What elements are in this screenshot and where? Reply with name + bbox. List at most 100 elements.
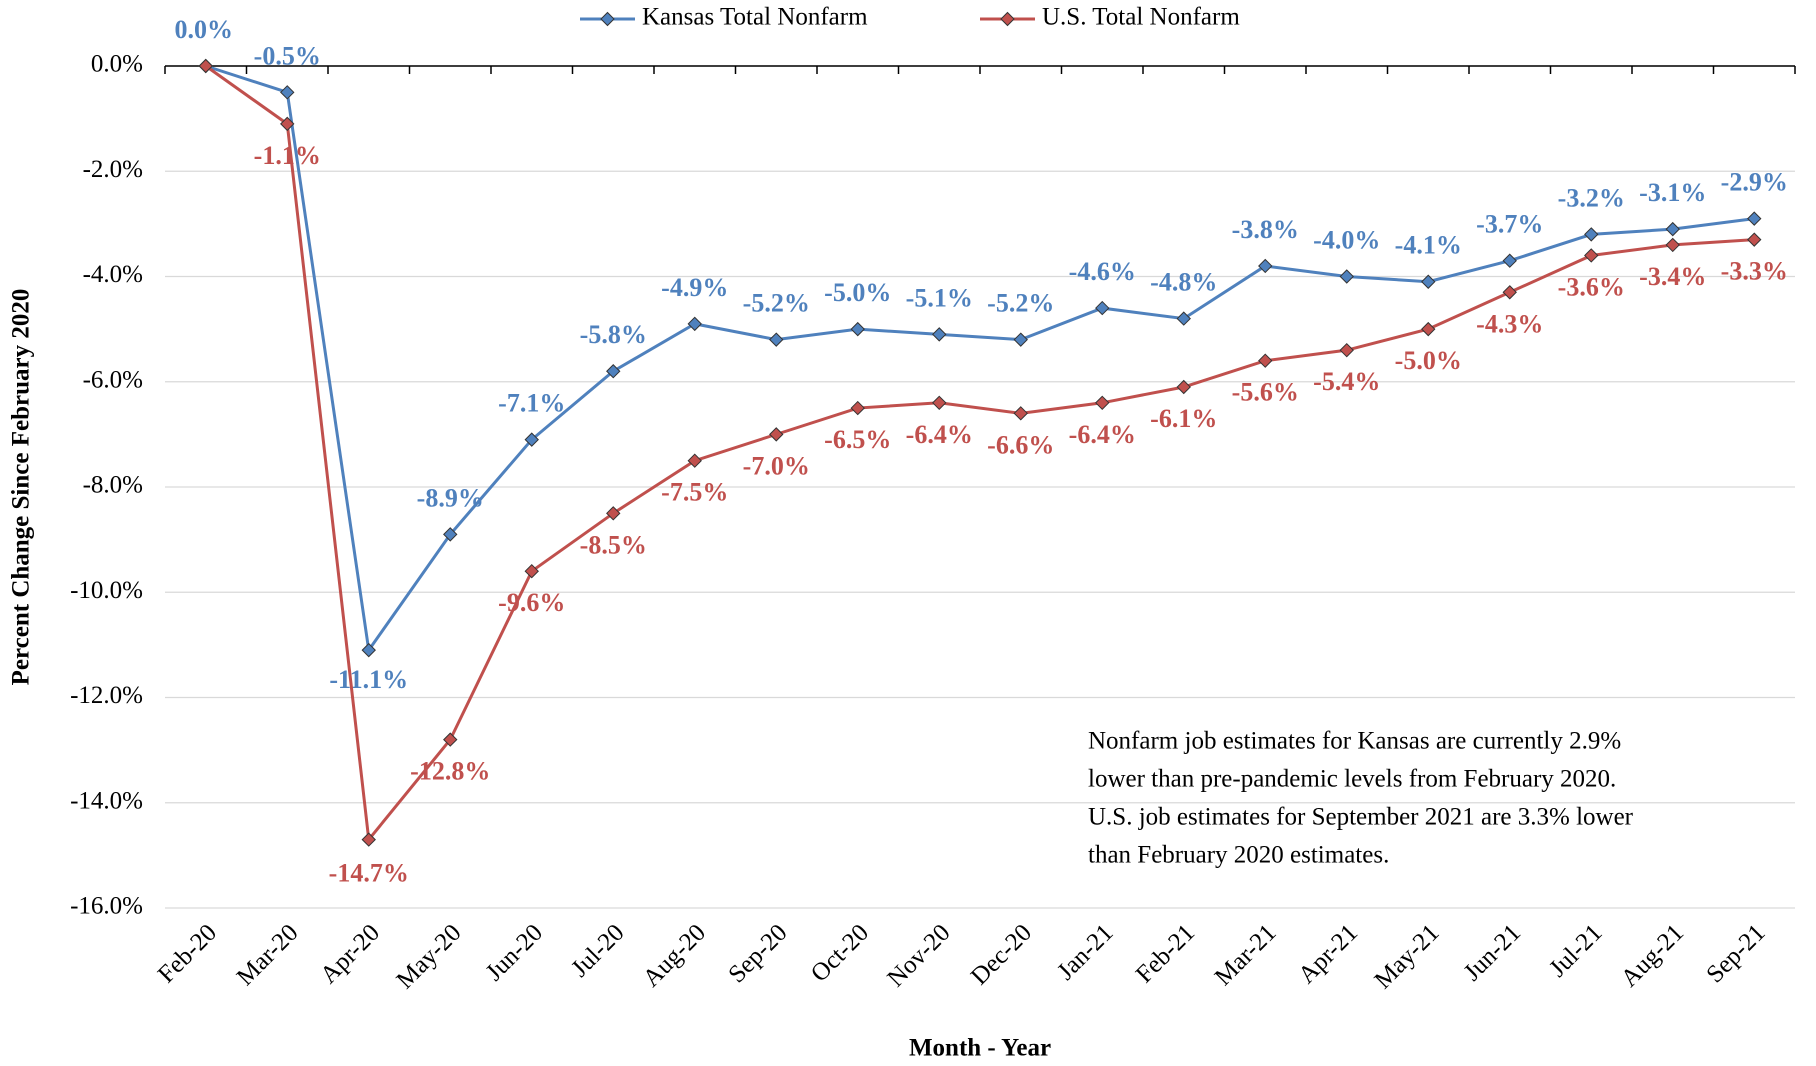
- y-tick-label: -12.0%: [70, 682, 143, 709]
- marker: [361, 832, 376, 847]
- marker: [606, 364, 621, 379]
- series-line: [205, 64, 1755, 655]
- annotation: U.S. job estimates for September 2021 ar…: [1088, 804, 1634, 831]
- x-tick-label: Apr-20: [315, 919, 385, 989]
- x-tick-label: Aug-20: [638, 919, 711, 992]
- series-line: [204, 64, 1755, 844]
- marker: [932, 327, 947, 342]
- marker: [1502, 285, 1517, 300]
- data-label: -3.3%: [1721, 257, 1788, 286]
- x-tick-label: May-20: [391, 919, 466, 994]
- marker: [932, 395, 947, 411]
- marker: [769, 427, 784, 442]
- data-label: -1.1%: [254, 141, 321, 170]
- data-label: -8.5%: [580, 530, 647, 559]
- x-tick-label: Nov-20: [882, 919, 955, 992]
- data-label: -6.6%: [987, 430, 1054, 459]
- y-tick-label: -4.0%: [83, 261, 143, 288]
- marker: [1421, 321, 1436, 337]
- marker: [1747, 211, 1762, 226]
- marker: [524, 563, 539, 579]
- marker: [1665, 237, 1680, 253]
- marker: [1584, 248, 1599, 263]
- x-tick-label: Sep-21: [1701, 919, 1770, 988]
- data-label: -6.4%: [906, 420, 973, 449]
- x-tick-label: May-21: [1369, 919, 1444, 994]
- x-tick-label: Jan-21: [1052, 919, 1118, 985]
- marker: [1339, 269, 1354, 284]
- marker: [1584, 227, 1599, 242]
- data-label: -5.0%: [824, 278, 891, 307]
- data-label: -6.4%: [1069, 420, 1136, 449]
- marker: [280, 85, 295, 100]
- data-label: -4.8%: [1150, 268, 1217, 297]
- y-tick-label: -6.0%: [83, 366, 143, 393]
- data-label: -3.4%: [1639, 262, 1706, 291]
- legend-label: Kansas Total Nonfarm: [642, 4, 868, 31]
- data-label: -12.8%: [410, 757, 490, 786]
- marker: [1095, 395, 1110, 411]
- data-label: -5.2%: [987, 289, 1054, 318]
- marker: [1747, 232, 1762, 247]
- data-label: -5.0%: [1395, 346, 1462, 375]
- marker: [687, 453, 702, 468]
- data-label: -7.0%: [743, 451, 810, 480]
- y-tick-label: -14.0%: [70, 787, 143, 814]
- x-tick-label: Feb-21: [1131, 919, 1200, 988]
- y-tick-label: -16.0%: [70, 893, 143, 920]
- marker: [1421, 274, 1436, 289]
- data-label: -3.8%: [1232, 215, 1299, 244]
- data-label: -7.5%: [661, 478, 728, 507]
- data-label: -11.1%: [329, 665, 408, 694]
- legend-marker: [600, 11, 615, 27]
- data-label: -4.0%: [1313, 225, 1380, 254]
- x-tick-label: Jul-20: [566, 919, 629, 982]
- marker: [1095, 300, 1110, 316]
- marker: [1176, 379, 1191, 395]
- x-tick-label: Mar-20: [232, 919, 304, 991]
- data-label: -4.1%: [1395, 231, 1462, 260]
- x-tick-label: Apr-21: [1293, 919, 1363, 989]
- marker: [198, 58, 213, 74]
- y-tick-label: -10.0%: [70, 577, 143, 604]
- y-tick-label: 0.0%: [91, 51, 143, 78]
- data-label: -5.2%: [743, 289, 810, 318]
- marker: [1258, 258, 1273, 274]
- data-label: -14.7%: [329, 859, 409, 888]
- marker: [769, 332, 784, 347]
- legend-marker: [1000, 11, 1015, 27]
- x-tick-label: Jul-21: [1544, 919, 1607, 982]
- marker: [280, 116, 295, 132]
- y-axis-title: Percent Change Since February 2020: [8, 289, 35, 686]
- marker: [850, 400, 865, 416]
- data-label: 0.0%: [175, 15, 234, 44]
- x-axis-title: Month - Year: [909, 1035, 1051, 1062]
- x-tick-label: Oct-20: [806, 919, 874, 987]
- data-label: -4.6%: [1069, 257, 1136, 286]
- marker: [1013, 332, 1028, 347]
- x-tick-label: Mar-21: [1210, 919, 1282, 991]
- marker: [1013, 406, 1028, 421]
- data-label: -2.9%: [1721, 168, 1788, 197]
- x-tick-label: Dec-20: [966, 919, 1037, 990]
- marker: [1258, 353, 1273, 368]
- x-tick-label: Aug-21: [1616, 919, 1689, 992]
- annotation: than February 2020 estimates.: [1088, 842, 1389, 869]
- data-label: -0.5%: [254, 41, 321, 70]
- data-label: -5.8%: [580, 320, 647, 349]
- data-label: -4.3%: [1476, 309, 1543, 338]
- data-label: -8.9%: [417, 483, 484, 512]
- data-label: -3.7%: [1476, 210, 1543, 239]
- marker: [606, 506, 621, 521]
- data-label: -4.9%: [661, 273, 728, 302]
- y-tick-label: -2.0%: [83, 156, 143, 183]
- y-tick-label: -8.0%: [83, 472, 143, 499]
- data-label: -5.6%: [1232, 378, 1299, 407]
- marker: [1502, 253, 1517, 268]
- marker: [1176, 311, 1191, 326]
- annotation: Nonfarm job estimates for Kansas are cur…: [1088, 728, 1621, 755]
- data-label: -3.2%: [1558, 183, 1625, 212]
- marker: [1665, 221, 1680, 237]
- data-label: -9.6%: [498, 588, 565, 617]
